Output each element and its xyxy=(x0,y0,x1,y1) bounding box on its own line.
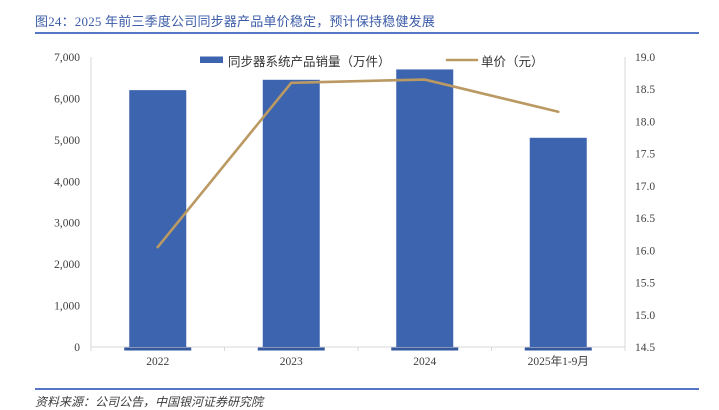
title-divider xyxy=(35,32,699,34)
source-note: 资料来源：公司公告，中国银河证券研究院 xyxy=(35,395,264,409)
y-left-tick-label: 5,000 xyxy=(54,135,80,147)
y-left-tick-label: 1,000 xyxy=(54,301,80,313)
y-left-tick-label: 0 xyxy=(74,342,80,354)
bar-2024 xyxy=(396,69,454,347)
unit-price-line xyxy=(156,78,560,249)
y-right-tick-label: 14.5 xyxy=(635,342,655,354)
x-tick-label-2025年1-9月: 2025年1-9月 xyxy=(528,354,589,368)
y-left-tick-label: 4,000 xyxy=(54,176,80,188)
footer-divider xyxy=(35,388,699,390)
x-tick-label-2024: 2024 xyxy=(413,356,436,368)
bar-base-strip-2023 xyxy=(257,347,325,351)
y-left-tick-label: 7,000 xyxy=(54,52,80,64)
y-left-tick-label: 3,000 xyxy=(54,218,80,230)
x-tick-label-2023: 2023 xyxy=(280,356,303,368)
bar-2022 xyxy=(129,90,187,348)
y-right-tick-label: 15.5 xyxy=(635,278,655,290)
y-right-tick-label: 15.0 xyxy=(635,310,655,322)
y-right-tick-label: 18.5 xyxy=(635,84,655,96)
y-right-tick-label: 18.0 xyxy=(635,116,655,128)
bar-base-strip-2025年1-9月 xyxy=(524,347,592,351)
bar-2025年1-9月 xyxy=(529,137,587,347)
bar-base-strip-2024 xyxy=(391,347,459,351)
bar-base-strip-2022 xyxy=(124,347,192,351)
legend-bar-label: 同步器系统产品销量（万件） xyxy=(228,55,391,69)
y-right-tick-label: 16.5 xyxy=(635,213,655,225)
bar-2023 xyxy=(262,79,320,348)
y-right-tick-label: 16.0 xyxy=(635,245,655,257)
legend-bar-swatch xyxy=(200,56,223,63)
y-right-tick-label: 19.0 xyxy=(635,52,655,64)
y-right-tick-label: 17.5 xyxy=(635,149,655,161)
y-left-tick-label: 6,000 xyxy=(54,93,80,105)
legend-line-label: 单价（元） xyxy=(481,55,544,69)
x-tick-label-2022: 2022 xyxy=(146,356,169,368)
figure-title: 图24：2025 年前三季度公司同步器产品单价稳定，预计保持稳健发展 xyxy=(35,14,436,29)
y-right-tick-label: 17.0 xyxy=(635,181,655,193)
y-left-tick-label: 2,000 xyxy=(54,259,80,271)
